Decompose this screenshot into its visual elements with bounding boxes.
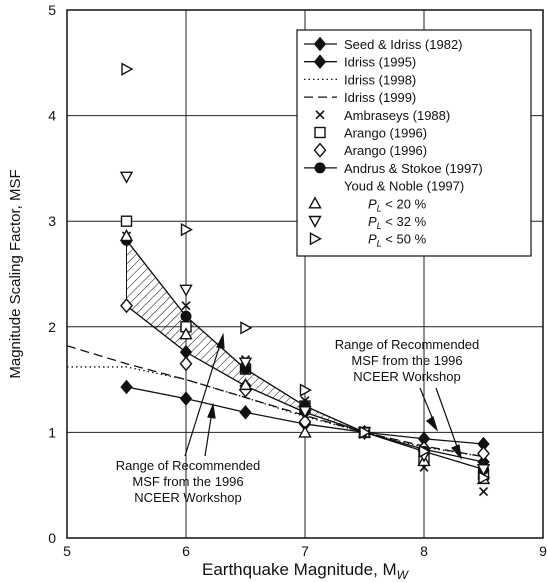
legend-marker xyxy=(308,215,322,228)
data-point xyxy=(179,356,193,372)
legend-group-label: Youd & Noble (1997) xyxy=(344,179,464,194)
annotation-right-line-2: MSF from the 1996 xyxy=(351,353,462,368)
legend-label: Andrus & Stokoe (1997) xyxy=(344,161,483,176)
x-axis-label: Earthquake Magnitude, MW xyxy=(202,560,410,582)
data-point xyxy=(478,471,491,485)
data-point xyxy=(119,229,134,242)
data-point xyxy=(476,464,491,477)
annotation-right-line-3: NCEER Workshop xyxy=(353,369,460,384)
data-point xyxy=(179,391,193,406)
legend-label: PL < 32 % xyxy=(368,214,427,231)
x-tick-labels: 5 6 7 8 9 xyxy=(63,543,547,559)
legend-label: Idriss (1995) xyxy=(344,55,416,70)
y-tick-labels: 0 1 2 3 4 5 xyxy=(48,2,56,546)
data-point xyxy=(240,321,253,335)
data-point xyxy=(120,379,133,395)
series-10 xyxy=(121,62,491,485)
legend-marker xyxy=(314,126,326,139)
data-point xyxy=(239,405,252,420)
legend-marker xyxy=(315,110,325,120)
legend-label: Seed & Idriss (1982) xyxy=(344,37,463,52)
data-point xyxy=(179,284,193,297)
data-point xyxy=(180,222,193,237)
y-tick-label: 2 xyxy=(48,319,56,335)
annotation-right-line-1: Range of Recommended xyxy=(335,337,480,352)
y-tick-label: 1 xyxy=(48,424,56,440)
legend-marker xyxy=(308,196,322,209)
annotation-left-line-3: NCEER Workshop xyxy=(134,490,241,505)
legend-marker xyxy=(313,36,327,52)
data-point xyxy=(238,377,253,391)
data-point xyxy=(359,425,372,440)
data-point xyxy=(418,444,431,459)
annotation-left-line-1: Range of Recommended xyxy=(116,458,261,473)
data-point xyxy=(477,445,490,462)
legend-label: Idriss (1998) xyxy=(344,72,416,87)
data-point xyxy=(121,62,134,76)
legend: Seed & Idriss (1982) Idriss (1995) Idriss … xyxy=(304,36,483,249)
x-tick-label: 5 xyxy=(63,543,71,559)
plot-frame xyxy=(66,9,544,539)
annotation-left-line-2: MSF from the 1996 xyxy=(132,474,243,489)
data-point xyxy=(120,215,133,227)
data-point xyxy=(179,327,193,340)
legend-label: Ambraseys (1988) xyxy=(344,108,450,123)
annotation-left: Range of Recommended MSF from the 1996 N… xyxy=(116,458,261,505)
annotation-arrows xyxy=(184,332,462,460)
legend-marker xyxy=(313,142,327,158)
y-tick-label: 4 xyxy=(48,108,56,124)
series-3 xyxy=(66,345,484,458)
data-point xyxy=(120,298,133,314)
data-point xyxy=(180,310,192,322)
x-tick-label: 7 xyxy=(301,543,309,559)
legend-label: Arango (1996) xyxy=(344,143,427,158)
legend-marker xyxy=(313,54,327,69)
data-point xyxy=(238,357,253,370)
legend-marker xyxy=(309,232,322,246)
y-tick-label: 3 xyxy=(48,213,56,229)
y-tick-label: 0 xyxy=(48,530,56,546)
series-layer xyxy=(66,62,491,497)
annotation-right: Range of Recommended MSF from the 1996 N… xyxy=(335,337,480,384)
legend-marker xyxy=(314,162,326,174)
x-tick-label: 6 xyxy=(182,543,190,559)
x-tick-label: 9 xyxy=(539,543,547,559)
series-line xyxy=(66,345,484,458)
legend-label: Arango (1996) xyxy=(344,126,427,141)
data-point xyxy=(298,406,312,419)
x-tick-label: 8 xyxy=(420,543,428,559)
data-point xyxy=(299,383,312,397)
data-point xyxy=(181,301,191,311)
legend-box xyxy=(296,29,532,257)
legend-label: PL < 50 % xyxy=(368,232,427,249)
data-point xyxy=(478,486,489,497)
y-axis-label: Magnitude Scaling Factor, MSF xyxy=(7,169,24,378)
legend-label: Idriss (1999) xyxy=(344,90,416,105)
legend-label: PL < 20 % xyxy=(368,196,427,213)
y-tick-label: 5 xyxy=(48,2,56,18)
data-point xyxy=(119,171,134,184)
data-point xyxy=(298,425,312,438)
